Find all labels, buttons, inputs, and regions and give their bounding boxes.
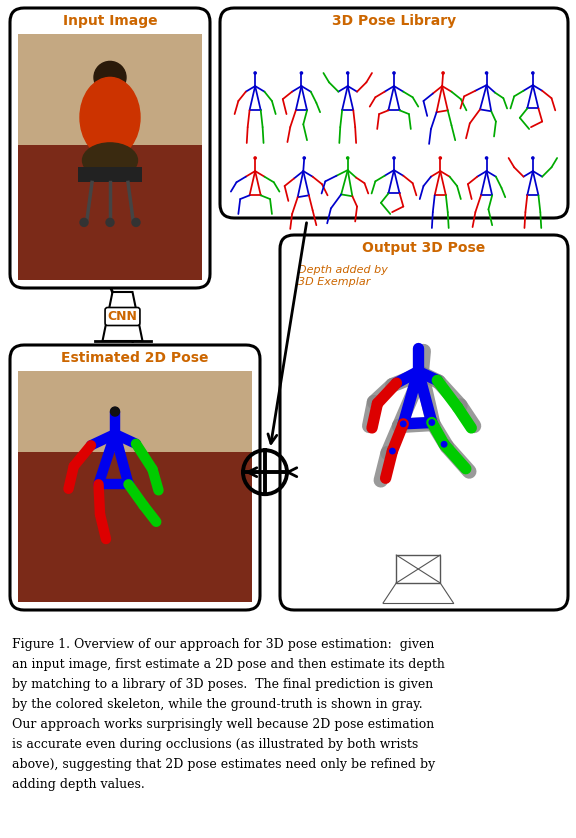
Polygon shape bbox=[103, 292, 142, 341]
FancyBboxPatch shape bbox=[18, 145, 202, 280]
Text: Depth added by
3D Exemplar: Depth added by 3D Exemplar bbox=[298, 265, 388, 287]
Circle shape bbox=[486, 157, 488, 159]
Circle shape bbox=[80, 219, 88, 226]
Circle shape bbox=[439, 157, 441, 159]
Text: above), suggesting that 2D pose estimates need only be refined by: above), suggesting that 2D pose estimate… bbox=[12, 758, 435, 771]
Circle shape bbox=[532, 72, 534, 74]
Circle shape bbox=[347, 157, 349, 159]
FancyBboxPatch shape bbox=[10, 8, 210, 288]
Circle shape bbox=[400, 422, 406, 427]
Text: 3D Pose Library: 3D Pose Library bbox=[332, 14, 456, 28]
Circle shape bbox=[442, 72, 444, 74]
FancyBboxPatch shape bbox=[18, 452, 252, 602]
Circle shape bbox=[429, 420, 434, 425]
Text: by matching to a library of 3D poses.  The final prediction is given: by matching to a library of 3D poses. Th… bbox=[12, 678, 433, 691]
Ellipse shape bbox=[80, 77, 140, 158]
Circle shape bbox=[303, 157, 305, 159]
Circle shape bbox=[486, 72, 488, 74]
Circle shape bbox=[254, 157, 256, 159]
Circle shape bbox=[415, 369, 421, 375]
Circle shape bbox=[106, 219, 114, 226]
FancyBboxPatch shape bbox=[10, 345, 260, 610]
Circle shape bbox=[441, 442, 447, 447]
FancyBboxPatch shape bbox=[18, 371, 252, 452]
Text: an input image, first estimate a 2D pose and then estimate its depth: an input image, first estimate a 2D pose… bbox=[12, 658, 445, 671]
FancyBboxPatch shape bbox=[78, 168, 142, 183]
Text: CNN: CNN bbox=[108, 310, 138, 323]
FancyBboxPatch shape bbox=[18, 371, 252, 602]
Circle shape bbox=[132, 219, 140, 226]
Circle shape bbox=[393, 157, 395, 159]
Ellipse shape bbox=[82, 143, 138, 178]
Text: Figure 1. Overview of our approach for 3D pose estimation:  given: Figure 1. Overview of our approach for 3… bbox=[12, 638, 434, 651]
Text: Output 3D Pose: Output 3D Pose bbox=[362, 241, 486, 255]
Circle shape bbox=[532, 157, 534, 159]
Circle shape bbox=[300, 72, 302, 74]
Text: Estimated 2D Pose: Estimated 2D Pose bbox=[61, 351, 209, 365]
Text: adding depth values.: adding depth values. bbox=[12, 778, 145, 791]
Text: is accurate even during occlusions (as illustrated by both wrists: is accurate even during occlusions (as i… bbox=[12, 738, 418, 751]
Circle shape bbox=[254, 72, 256, 74]
Text: Input Image: Input Image bbox=[63, 14, 157, 28]
Circle shape bbox=[390, 448, 395, 454]
Circle shape bbox=[94, 61, 126, 93]
Text: Our approach works surprisingly well because 2D pose estimation: Our approach works surprisingly well bec… bbox=[12, 718, 434, 731]
Text: by the colored skeleton, while the ground-truth is shown in gray.: by the colored skeleton, while the groun… bbox=[12, 698, 423, 711]
FancyBboxPatch shape bbox=[280, 235, 568, 610]
FancyBboxPatch shape bbox=[18, 34, 202, 280]
Circle shape bbox=[393, 72, 395, 74]
FancyBboxPatch shape bbox=[18, 34, 202, 145]
FancyBboxPatch shape bbox=[220, 8, 568, 218]
Circle shape bbox=[347, 72, 349, 74]
Circle shape bbox=[111, 407, 119, 416]
FancyBboxPatch shape bbox=[396, 555, 440, 583]
